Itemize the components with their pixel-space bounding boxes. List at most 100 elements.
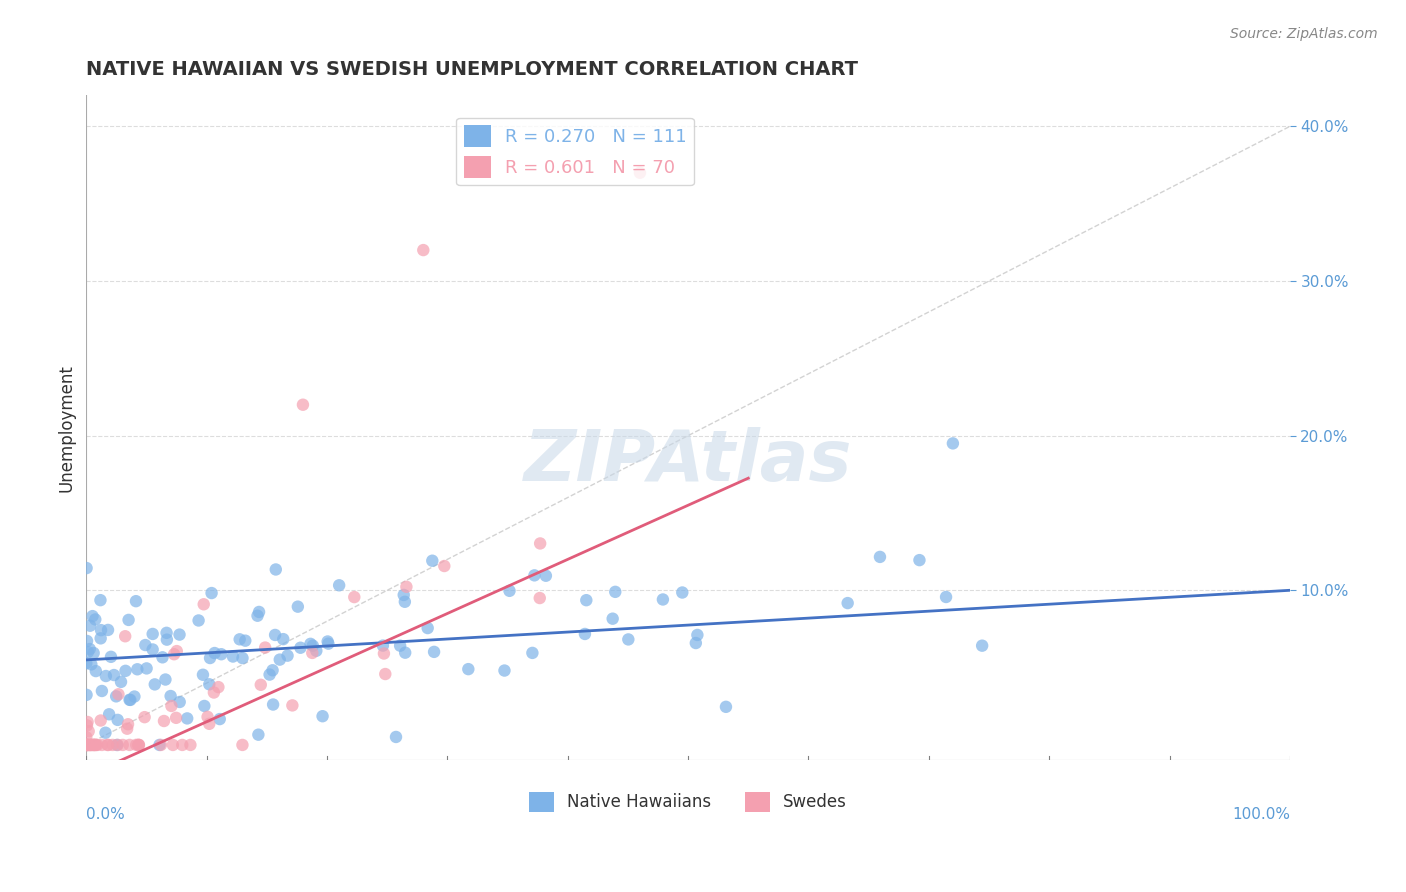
Point [169, 695, 191, 709]
Point [77, 724, 100, 739]
Point [80, 738, 103, 752]
Point [77, 738, 100, 752]
Point [76, 688, 98, 702]
Point [412, 243, 434, 257]
Point [228, 632, 250, 647]
Point [394, 595, 416, 609]
Point [98, 707, 121, 722]
Point [152, 650, 174, 665]
Point [94, 725, 117, 739]
Point [264, 562, 287, 576]
Point [686, 628, 709, 642]
Point [79, 618, 101, 632]
Point [166, 644, 188, 658]
Point [76, 718, 98, 732]
Point [128, 738, 150, 752]
Point [125, 594, 148, 608]
Point [305, 644, 328, 658]
Point [83, 738, 105, 752]
Point [373, 647, 395, 661]
Text: NATIVE HAWAIIAN VS SWEDISH UNEMPLOYMENT CORRELATION CHART: NATIVE HAWAIIAN VS SWEDISH UNEMPLOYMENT … [86, 60, 858, 78]
Point [869, 549, 891, 564]
Point [671, 585, 693, 599]
Point [605, 585, 627, 599]
Point [84, 738, 107, 752]
Point [269, 652, 291, 666]
Point [176, 711, 198, 725]
Point [90, 684, 112, 698]
Point [193, 698, 215, 713]
Point [291, 398, 314, 412]
Point [200, 586, 222, 600]
Point [76, 561, 98, 575]
Point [311, 709, 333, 723]
Point [575, 593, 598, 607]
Point [160, 698, 183, 713]
Point [153, 714, 176, 728]
Point [522, 646, 544, 660]
Point [135, 661, 157, 675]
Point [134, 638, 156, 652]
Point [142, 642, 165, 657]
Point [299, 637, 322, 651]
Point [77, 645, 100, 659]
Point [262, 698, 284, 712]
Point [394, 646, 416, 660]
Point [118, 738, 141, 752]
Point [76, 738, 98, 752]
Point [602, 612, 624, 626]
Point [101, 738, 124, 752]
Point [110, 674, 132, 689]
Point [246, 608, 269, 623]
Point [169, 627, 191, 641]
Point [76, 738, 98, 752]
Point [79, 642, 101, 657]
Point [433, 559, 456, 574]
Point [277, 648, 299, 663]
Point [208, 712, 231, 726]
Point [179, 738, 201, 752]
Point [193, 597, 215, 611]
Point [89, 593, 111, 607]
Point [117, 613, 139, 627]
Point [534, 568, 557, 582]
Point [972, 639, 994, 653]
Point [148, 738, 170, 752]
Text: Source: ZipAtlas.com: Source: ZipAtlas.com [1230, 27, 1378, 41]
Point [90, 632, 112, 646]
Text: 100.0%: 100.0% [1232, 807, 1289, 822]
Legend: Native Hawaiians, Swedes: Native Hawaiians, Swedes [523, 785, 853, 819]
Text: 0.0%: 0.0% [86, 807, 125, 822]
Point [79, 738, 101, 752]
Point [281, 698, 304, 713]
Point [207, 680, 229, 694]
Point [97, 738, 120, 752]
Point [114, 664, 136, 678]
Point [76, 714, 98, 729]
Point [77, 738, 100, 752]
Point [392, 588, 415, 602]
Point [198, 677, 221, 691]
Point [107, 713, 129, 727]
Point [80, 657, 103, 672]
Point [111, 738, 134, 752]
Point [259, 667, 281, 681]
Point [156, 632, 179, 647]
Point [247, 728, 270, 742]
Point [155, 673, 177, 687]
Point [222, 649, 245, 664]
Point [494, 664, 516, 678]
Point [197, 710, 219, 724]
Point [82, 609, 104, 624]
Point [165, 711, 187, 725]
Point [105, 738, 128, 752]
Point [142, 627, 165, 641]
Point [149, 738, 172, 752]
Point [209, 647, 232, 661]
Point [935, 590, 957, 604]
Point [97, 623, 120, 637]
Point [127, 662, 149, 676]
Point [90, 623, 112, 637]
Point [837, 596, 859, 610]
Point [100, 649, 122, 664]
